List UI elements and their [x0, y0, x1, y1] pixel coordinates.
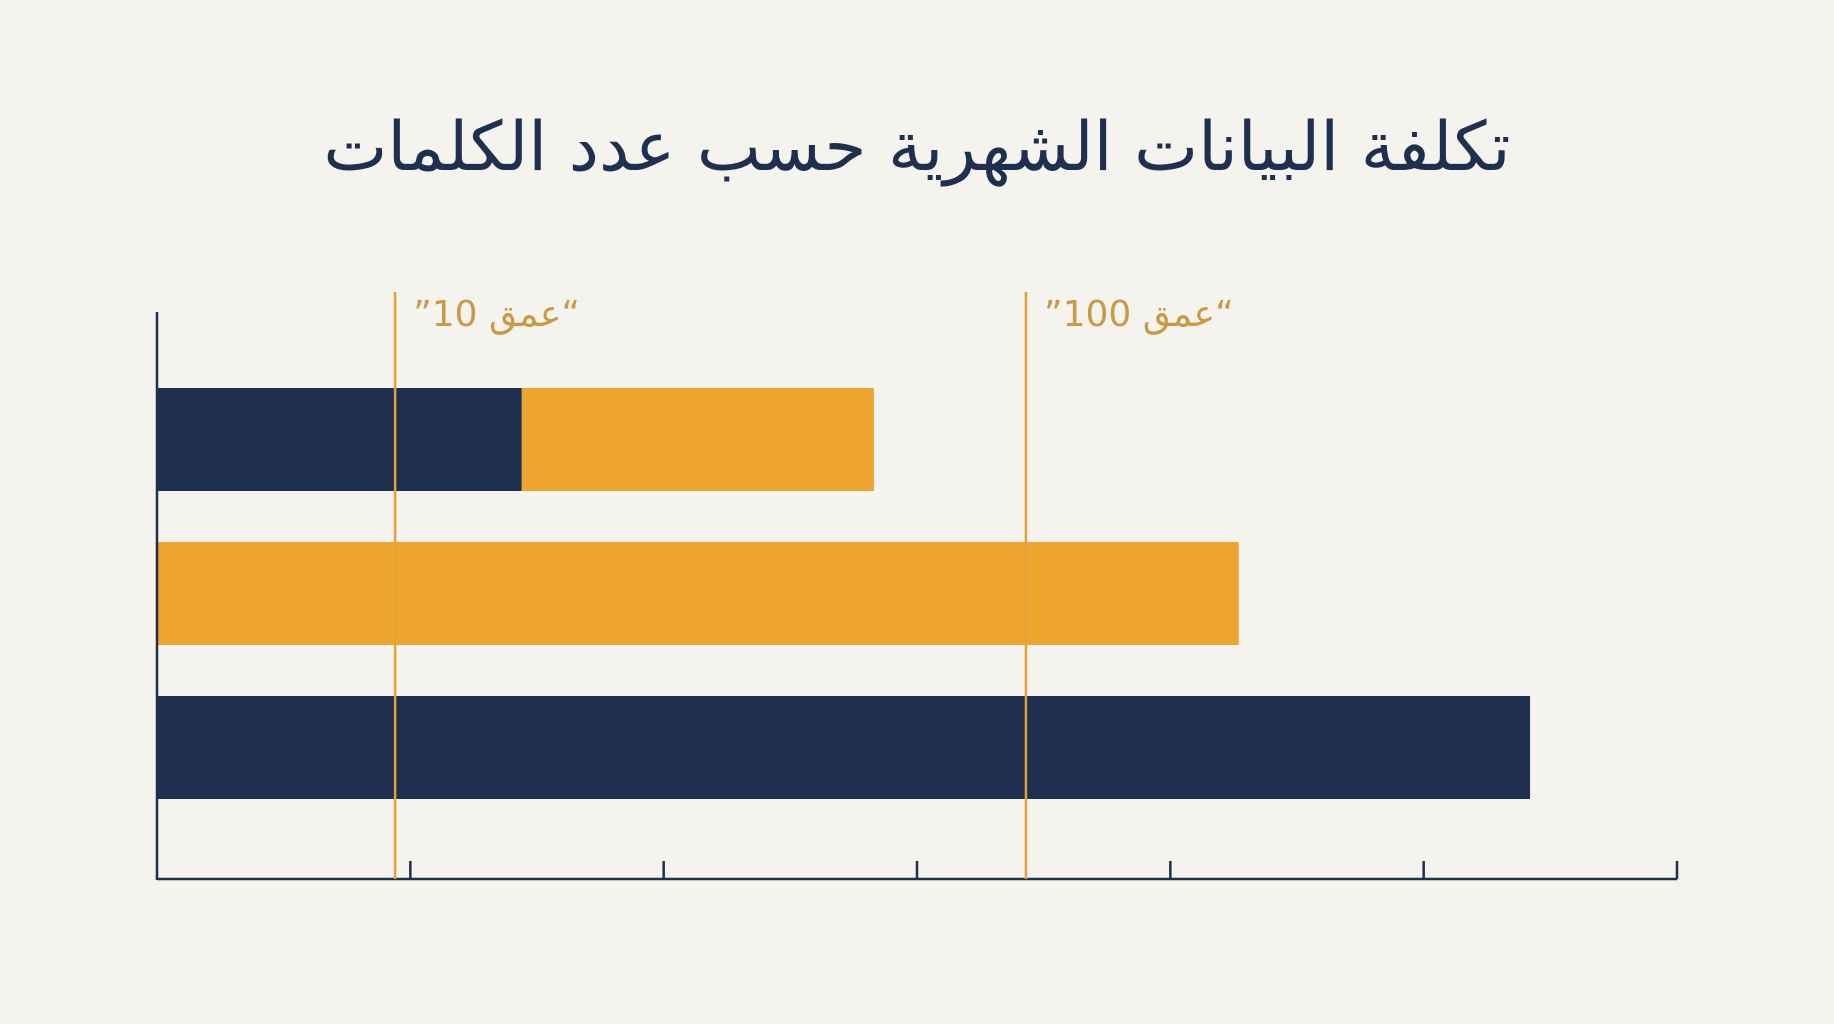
reference-label-2: ”عمق 100“: [1044, 294, 1234, 335]
bar-row-2-segment-1: [157, 542, 1239, 645]
reference-label-1: ”عمق 10“: [413, 294, 580, 335]
chart-title: تكلفة البيانات الشهرية حسب عدد الكلمات: [323, 108, 1511, 187]
bar-row-1-segment-2: [521, 388, 874, 491]
bar-row-3-segment-1: [157, 696, 1531, 799]
bar-row-1-segment-1: [157, 388, 522, 491]
